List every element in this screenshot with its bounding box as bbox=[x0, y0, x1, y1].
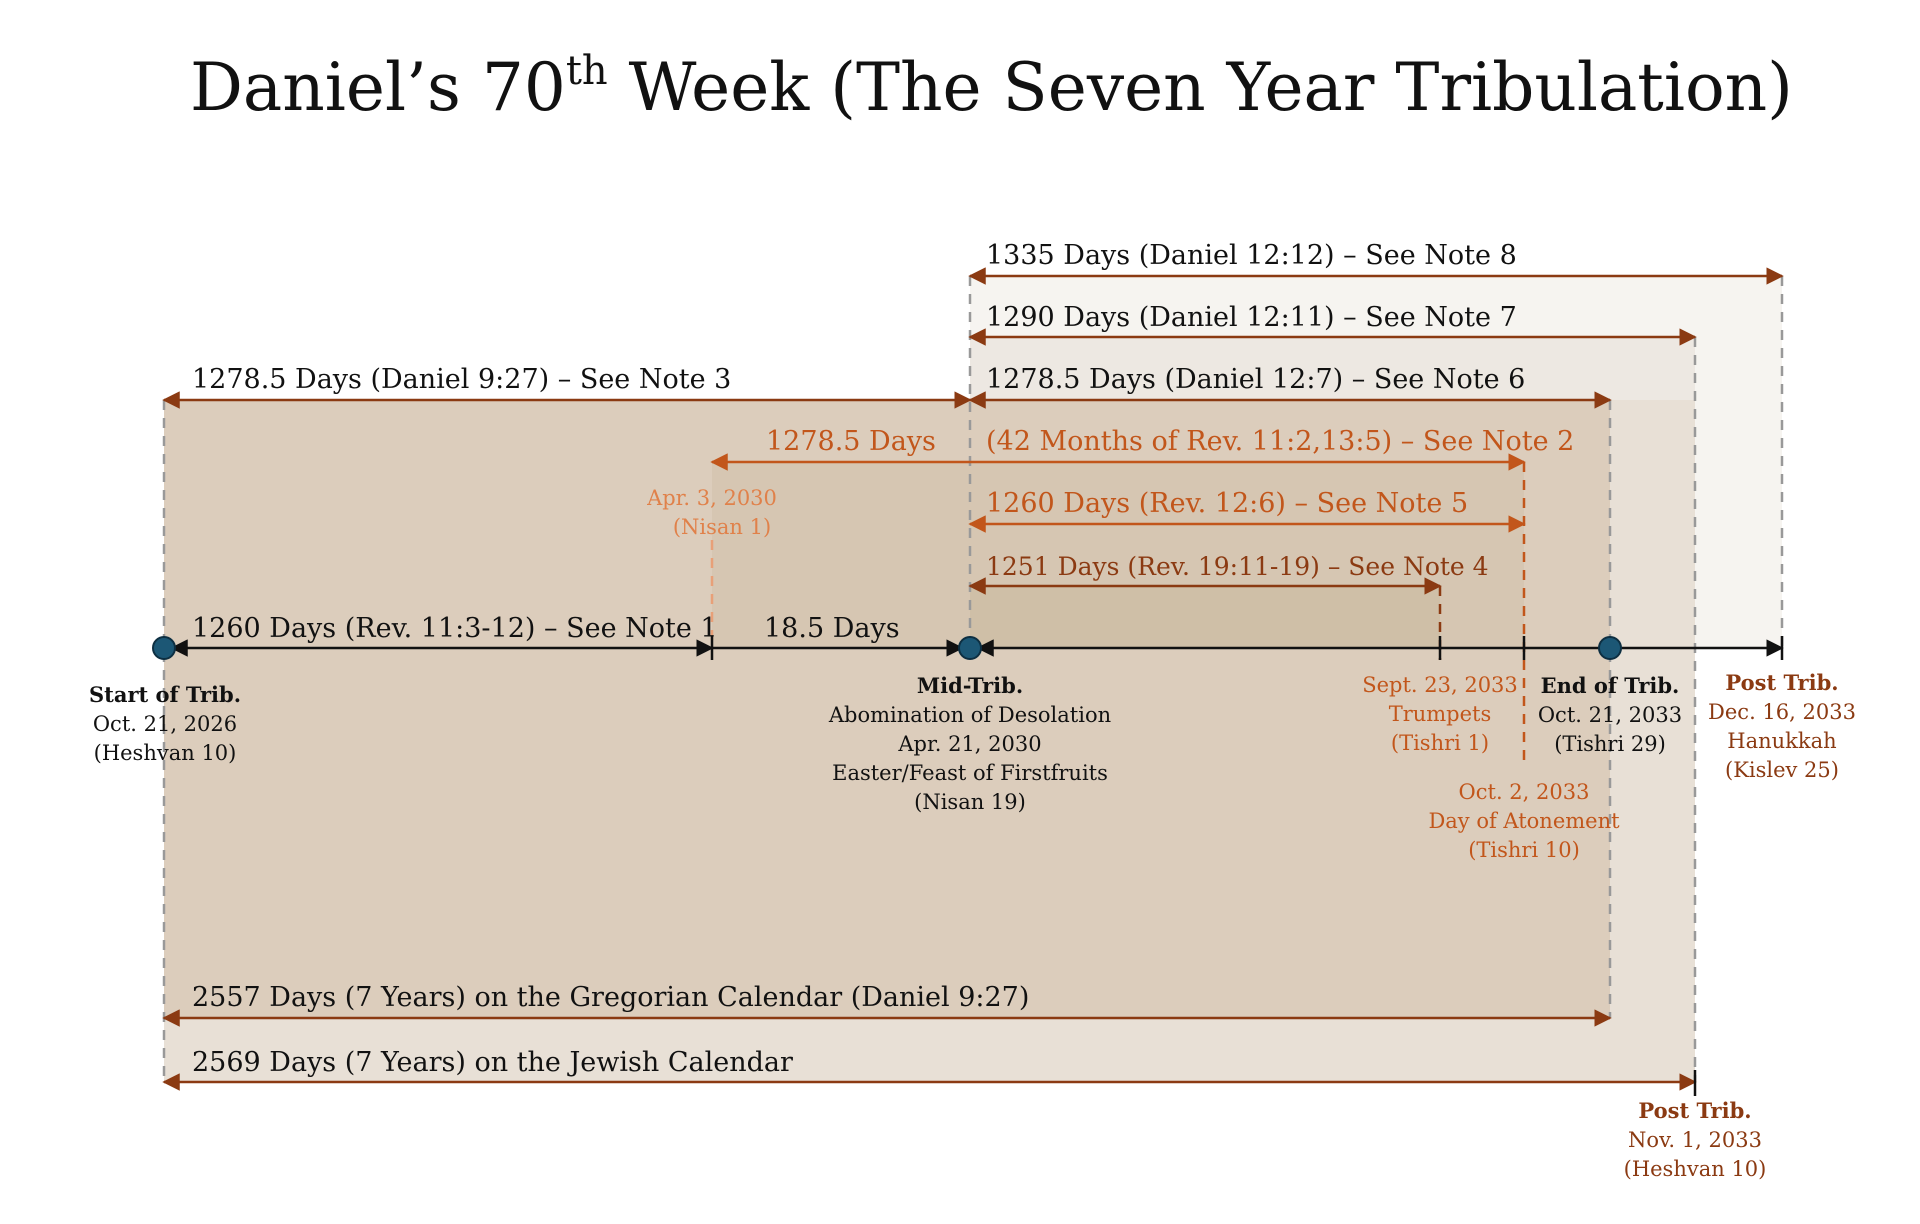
label-mid-event: Abomination of Desolation bbox=[828, 703, 1111, 727]
label-trumpets-feast: Trumpets bbox=[1389, 702, 1492, 726]
band-1251-days bbox=[970, 586, 1440, 648]
label-post-hanukkah-date: Dec. 16, 2033 bbox=[1708, 700, 1856, 724]
label-end-date: Oct. 21, 2033 bbox=[1538, 703, 1682, 727]
title-superscript: th bbox=[566, 48, 608, 94]
label-1278-orange: 1278.5 Days bbox=[766, 426, 936, 457]
label-1335-days: 1335 Days (Daniel 12:12) – See Note 8 bbox=[986, 240, 1517, 271]
node-start bbox=[152, 636, 176, 660]
label-post-heshvan-date: Nov. 1, 2033 bbox=[1628, 1128, 1762, 1152]
label-atonement-hebrew: (Tishri 10) bbox=[1468, 838, 1580, 862]
label-post-hanukkah-hebrew: (Kislev 25) bbox=[1725, 758, 1839, 782]
label-post-heshvan-title: Post Trib. bbox=[1638, 1098, 1751, 1123]
label-end-hebrew: (Tishri 29) bbox=[1554, 732, 1666, 756]
label-nisan1-date: Apr. 3, 2030 bbox=[646, 486, 777, 510]
label-mid-feast: Easter/Feast of Firstfruits bbox=[832, 761, 1108, 785]
label-1251-days: 1251 Days (Rev. 19:11-19) – See Note 4 bbox=[986, 552, 1489, 581]
label-start-hebrew: (Heshvan 10) bbox=[94, 741, 237, 765]
label-42-months: (42 Months of Rev. 11:2,13:5) – See Note… bbox=[986, 426, 1574, 457]
label-2569-days: 2569 Days (7 Years) on the Jewish Calend… bbox=[192, 1047, 793, 1078]
label-post-hanukkah-feast: Hanukkah bbox=[1727, 729, 1836, 753]
label-2557-days: 2557 Days (7 Years) on the Gregorian Cal… bbox=[192, 982, 1029, 1013]
page-title: Daniel’s 70th Week (The Seven Year Tribu… bbox=[190, 48, 1793, 126]
label-atonement-date: Oct. 2, 2033 bbox=[1459, 780, 1590, 804]
label-mid-hebrew: (Nisan 19) bbox=[914, 790, 1026, 814]
label-post-heshvan-hebrew: (Heshvan 10) bbox=[1624, 1157, 1767, 1181]
title-suffix: Week (The Seven Year Tribulation) bbox=[608, 49, 1793, 126]
node-end bbox=[1598, 636, 1622, 660]
label-start-title: Start of Trib. bbox=[89, 682, 241, 707]
label-trumpets-date: Sept. 23, 2033 bbox=[1362, 673, 1518, 697]
label-18-5-days: 18.5 Days bbox=[764, 613, 900, 644]
label-post-hanukkah-title: Post Trib. bbox=[1725, 670, 1838, 695]
label-start-date: Oct. 21, 2026 bbox=[93, 712, 237, 736]
label-trumpets-hebrew: (Tishri 1) bbox=[1391, 731, 1489, 755]
title-prefix: Daniel’s 70 bbox=[190, 49, 566, 126]
label-mid-date: Apr. 21, 2030 bbox=[897, 732, 1041, 756]
label-nisan1-hebrew: (Nisan 1) bbox=[673, 515, 771, 539]
label-mid-title: Mid-Trib. bbox=[917, 673, 1023, 698]
label-end-title: End of Trib. bbox=[1541, 673, 1680, 698]
label-1278-daniel-12-7: 1278.5 Days (Daniel 12:7) – See Note 6 bbox=[986, 364, 1525, 395]
node-mid bbox=[958, 636, 982, 660]
label-1290-days: 1290 Days (Daniel 12:11) – See Note 7 bbox=[986, 302, 1517, 333]
label-1278-daniel-9-27: 1278.5 Days (Daniel 9:27) – See Note 3 bbox=[192, 364, 731, 395]
label-atonement-feast: Day of Atonement bbox=[1428, 809, 1620, 833]
label-1260-rev-11: 1260 Days (Rev. 11:3-12) – See Note 1 bbox=[192, 613, 718, 644]
band-42-months bbox=[712, 462, 1524, 648]
label-1260-rev-12: 1260 Days (Rev. 12:6) – See Note 5 bbox=[986, 488, 1468, 519]
